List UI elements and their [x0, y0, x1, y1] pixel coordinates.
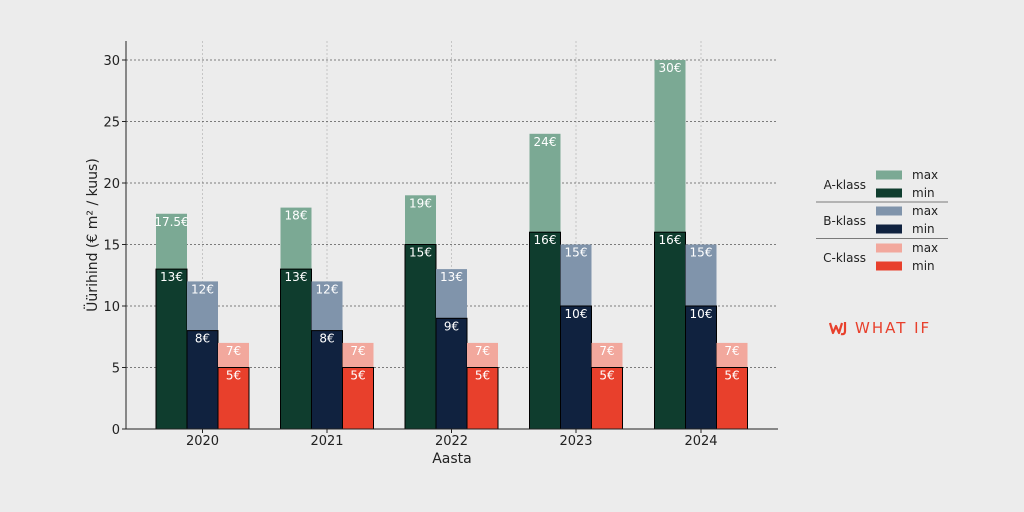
bar-B-klass-min-2022: [435, 317, 468, 430]
legend-label-max: max: [912, 241, 938, 255]
legend-label-min: min: [912, 222, 935, 236]
data-label-max: 17.5€: [154, 215, 188, 229]
bar-A-klass-min-2022: [404, 244, 437, 430]
legend-group-label: B-klass: [823, 214, 866, 228]
data-label-max: 18€: [285, 209, 308, 223]
legend-label-min: min: [912, 186, 935, 200]
data-label-min: 5€: [724, 369, 739, 383]
x-tick-label: 2024: [684, 434, 717, 449]
data-label-max: 7€: [350, 344, 365, 358]
bar-B-klass-min-2021: [311, 330, 343, 430]
legend-swatch-min: [876, 188, 902, 198]
legend-group-label: C-klass: [823, 251, 866, 265]
legend-label-max: max: [912, 204, 938, 218]
data-label-min: 16€: [659, 233, 682, 247]
data-label-max: 7€: [226, 344, 241, 358]
x-tick-label: 2023: [559, 434, 592, 449]
legend-group-label: A-klass: [824, 178, 866, 192]
bar-C-klass-min-2021: [342, 367, 374, 430]
data-label-min: 5€: [475, 369, 490, 383]
data-label-min: 16€: [534, 233, 557, 247]
data-label-max: 7€: [724, 344, 739, 358]
y-tick-label: 30: [103, 54, 120, 69]
y-tick-label: 10: [103, 300, 120, 315]
legend-label-max: max: [912, 168, 938, 182]
data-label-max: 30€: [659, 61, 682, 75]
data-label-min: 5€: [350, 369, 365, 383]
bar-C-klass-min-2023: [591, 367, 623, 430]
legend-label-min: min: [912, 259, 935, 273]
legend-swatch-min: [876, 224, 902, 234]
data-label-min: 5€: [599, 369, 614, 383]
bar-A-klass-min-2024: [654, 231, 686, 430]
brand-logo-text: WHAT IF: [855, 319, 932, 337]
data-label-max: 7€: [475, 344, 490, 358]
data-label-min: 13€: [160, 270, 183, 284]
legend-swatch-max: [876, 243, 902, 253]
legend-swatch-max: [876, 206, 902, 216]
bar-B-klass-min-2023: [560, 305, 592, 430]
x-axis-label: Aasta: [432, 451, 472, 467]
data-label-min: 13€: [285, 270, 308, 284]
data-label-max: 15€: [565, 246, 588, 260]
bar-C-klass-min-2024: [716, 367, 748, 430]
bar-A-klass-min-2023: [529, 231, 561, 430]
bar-B-klass-min-2020: [186, 330, 219, 430]
x-tick-label: 2021: [310, 434, 343, 449]
data-label-max: 12€: [316, 282, 339, 296]
data-label-max: 24€: [534, 135, 557, 149]
data-label-min: 5€: [226, 369, 241, 383]
bar-A-klass-min-2020: [155, 268, 188, 430]
data-label-max: 15€: [690, 246, 713, 260]
data-label-min: 9€: [444, 319, 459, 333]
y-tick-label: 25: [103, 116, 120, 131]
legend-swatch-max: [876, 170, 902, 180]
data-label-min: 8€: [319, 332, 334, 346]
brand-logo: WHAT IF: [829, 319, 931, 337]
y-tick-label: 15: [103, 239, 120, 254]
data-label-min: 8€: [195, 332, 210, 346]
bar-C-klass-min-2020: [217, 367, 250, 430]
y-tick-label: 0: [112, 423, 120, 438]
x-tick-label: 2020: [186, 434, 219, 449]
data-label-max: 7€: [599, 344, 614, 358]
data-label-min: 10€: [565, 307, 588, 321]
bar-B-klass-min-2024: [685, 305, 717, 430]
whatif-logo-icon: [829, 322, 847, 336]
y-tick-label: 20: [103, 177, 120, 192]
y-axis-label: Üürihind (€ m² / kuus): [83, 158, 101, 312]
y-tick-label: 5: [112, 362, 120, 377]
bar-A-klass-min-2021: [280, 268, 312, 430]
data-label-max: 12€: [191, 282, 214, 296]
legend-swatch-min: [876, 261, 902, 271]
data-label-max: 19€: [409, 196, 432, 210]
data-label-min: 10€: [690, 307, 713, 321]
data-label-max: 13€: [440, 270, 463, 284]
bar-C-klass-min-2022: [466, 367, 499, 430]
data-label-min: 15€: [409, 246, 432, 260]
x-tick-label: 2022: [435, 434, 468, 449]
